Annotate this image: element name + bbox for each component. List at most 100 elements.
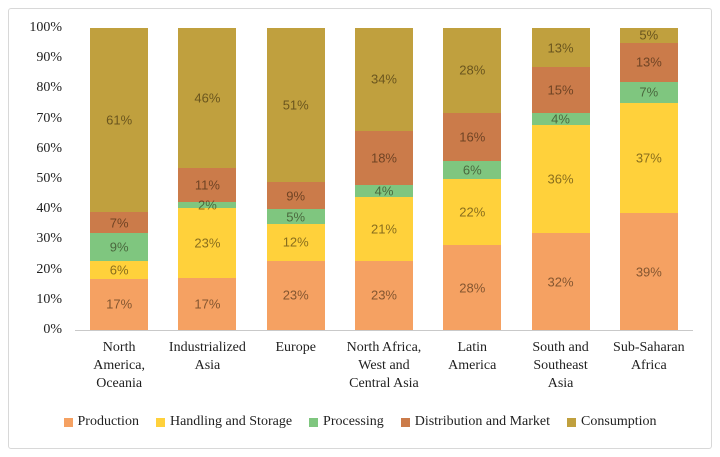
bar-segment-processing: 2% — [178, 197, 237, 212]
bar-segment-handling-and-storage: 23% — [178, 207, 237, 279]
x-axis-category-label: Europe — [275, 340, 316, 355]
bar-segment-handling-and-storage: 36% — [531, 124, 590, 234]
legend-item-consumption: Consumption — [567, 414, 657, 430]
segment-value-label: 7% — [639, 84, 659, 100]
bar-segment-processing: 4% — [531, 111, 590, 126]
bar-column: 23% 21% 4% 18% 34% — [340, 28, 428, 330]
legend-item-processing: Processing — [309, 414, 384, 430]
segment-value-label: 46% — [194, 90, 221, 106]
segment-value-label: 11% — [194, 177, 220, 193]
bar-segment-handling-and-storage: 6% — [90, 260, 149, 279]
bar-segment-consumption: 13% — [531, 28, 590, 68]
stacked-bar: 17% 23% 2% 11% 46% — [178, 28, 237, 330]
stacked-bar: 32% 36% 4% 15% 13% — [531, 28, 590, 330]
bar-segment-production: 39% — [619, 213, 678, 330]
stacked-bar: 17% 6% 9% 7% 61% — [90, 27, 149, 330]
bar-segment-consumption: 5% — [619, 27, 678, 43]
legend-color-swatch-icon — [63, 417, 73, 427]
legend-label: Distribution and Market — [414, 414, 551, 429]
y-axis-tick-label: 50% — [36, 171, 62, 186]
x-axis-labels: North America, Oceania Industrialized Asi… — [75, 339, 693, 394]
legend-label: Production — [77, 414, 139, 429]
segment-value-label: 23% — [282, 287, 309, 303]
bar-segment-distribution-and-market: 16% — [443, 112, 502, 161]
segment-value-label: 37% — [635, 150, 662, 166]
segment-value-label: 13% — [547, 40, 574, 56]
bar-segment-consumption: 28% — [443, 28, 502, 113]
bar-segment-handling-and-storage: 12% — [266, 224, 325, 261]
segment-value-label: 39% — [635, 264, 662, 280]
y-axis-tick-label: 40% — [36, 201, 62, 217]
legend-label: Handling and Storage — [169, 414, 293, 429]
bar-segment-distribution-and-market: 15% — [531, 67, 590, 113]
legend-item-distribution-and-market: Distribution and Market — [400, 414, 551, 430]
segment-value-label: 15% — [547, 82, 574, 98]
segment-value-label: 51% — [282, 97, 309, 113]
segment-value-label: 23% — [194, 235, 221, 251]
x-axis-category-label: Industrialized Asia — [168, 340, 246, 374]
bar-segment-distribution-and-market: 7% — [90, 212, 149, 234]
bar-segment-distribution-and-market: 11% — [178, 168, 237, 202]
stacked-bar: 39% 37% 7% 13% 5% — [619, 27, 678, 330]
y-axis-tick-label: 30% — [36, 231, 62, 247]
legend-label: Consumption — [581, 414, 657, 429]
legend-color-swatch-icon — [309, 417, 319, 427]
bar-segment-consumption: 34% — [354, 28, 413, 131]
bar-column: 17% 6% 9% 7% 61% — [75, 27, 163, 330]
bar-segment-handling-and-storage: 22% — [443, 179, 502, 246]
bar-segment-handling-and-storage: 21% — [354, 197, 413, 261]
x-axis-category-label: North America, Oceania — [93, 340, 145, 392]
bar-segment-processing: 4% — [354, 183, 413, 199]
segment-value-label: 61% — [106, 112, 133, 128]
x-axis-category-label: South and Southeast Asia — [532, 340, 589, 392]
legend-color-swatch-icon — [400, 417, 410, 427]
stacked-bar: 23% 21% 4% 18% 34% — [354, 28, 413, 330]
segment-value-label: 4% — [374, 183, 394, 199]
x-axis-category-label: Latin America — [448, 340, 497, 374]
segment-value-label: 32% — [547, 274, 574, 290]
stacked-bar: 23% 12% 5% 9% 51% — [266, 28, 325, 330]
bar-segment-consumption: 51% — [266, 28, 325, 183]
bar-segment-processing: 5% — [266, 209, 325, 225]
segment-value-label: 12% — [282, 234, 309, 250]
y-axis-tick-label: 100% — [29, 20, 62, 35]
bar-segment-production: 32% — [531, 233, 590, 330]
bar-segment-distribution-and-market: 13% — [619, 42, 678, 82]
bar-column: 23% 12% 5% 9% 51% — [252, 28, 340, 330]
legend: Production Handling and Storage Processing… — [0, 414, 720, 430]
y-axis-tick-label: 0% — [43, 322, 62, 337]
segment-value-label: 17% — [106, 296, 133, 312]
segment-value-label: 7% — [109, 215, 129, 231]
segment-value-label: 22% — [459, 204, 486, 220]
segment-value-label: 18% — [370, 150, 397, 166]
y-axis-tick-label: 80% — [36, 80, 62, 96]
y-axis-tick-label: 90% — [36, 50, 62, 66]
bar-segment-consumption: 46% — [178, 28, 237, 169]
bar-segment-processing: 7% — [619, 81, 678, 103]
y-axis: 0% 10% 20% 30% 40% 50% 60% 70% 80% 90% 100% — [6, 21, 62, 337]
bar-column: 28% 22% 6% 16% 28% — [428, 28, 516, 330]
segment-value-label: 6% — [462, 162, 482, 178]
bar-segment-processing: 9% — [90, 233, 149, 261]
x-axis-category-label: Sub-Saharan Africa — [613, 340, 685, 374]
y-axis-tick-label: 10% — [36, 291, 62, 307]
x-axis-category-label: North Africa, West and Central Asia — [346, 340, 422, 392]
segment-value-label: 16% — [459, 129, 486, 145]
bar-segment-consumption: 61% — [90, 27, 149, 213]
legend-item-production: Production — [63, 414, 139, 430]
legend-label: Processing — [323, 414, 384, 429]
bar-segment-production: 17% — [178, 278, 237, 330]
bar-column: 39% 37% 7% 13% 5% — [605, 28, 693, 330]
bar-segment-production: 23% — [266, 260, 325, 330]
segment-value-label: 28% — [459, 62, 486, 78]
segment-value-label: 36% — [547, 171, 574, 187]
bar-segment-processing: 6% — [443, 160, 502, 179]
y-axis-tick-label: 70% — [36, 110, 62, 126]
bar-segment-distribution-and-market: 9% — [266, 182, 325, 210]
segment-value-label: 5% — [639, 27, 659, 43]
segment-value-label: 9% — [109, 239, 129, 255]
bar-segment-distribution-and-market: 18% — [354, 130, 413, 186]
segment-value-label: 6% — [109, 262, 129, 278]
legend-color-swatch-icon — [155, 417, 165, 427]
